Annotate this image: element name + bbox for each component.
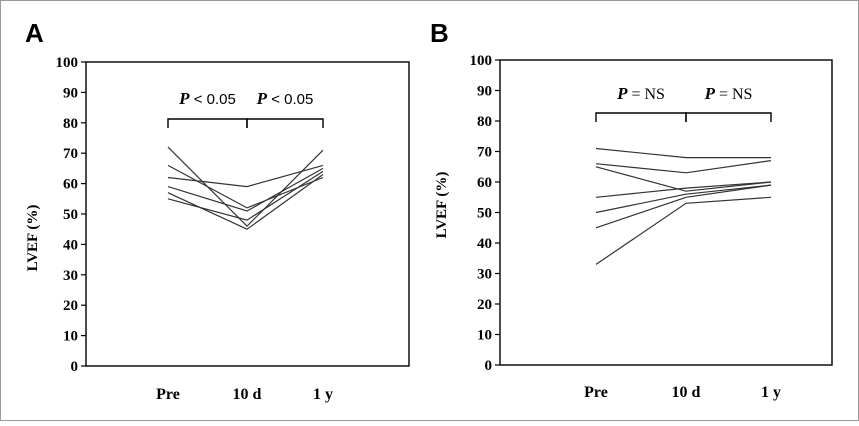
y-tick-label: 90 <box>477 84 492 100</box>
x-category-label: 1 y <box>313 386 333 403</box>
y-tick-label: 30 <box>477 267 492 283</box>
y-tick-label: 60 <box>477 175 492 191</box>
x-category-label: 1 y <box>761 384 781 401</box>
series-line-5 <box>167 174 324 230</box>
y-axis-label: LVEF (%) <box>25 205 41 272</box>
panel-b: B LVEF (%) 0 10 20 30 40 50 60 70 80 90 100 Pre 10 d… <box>430 18 833 401</box>
significance-label: P < 0.05 <box>178 89 236 108</box>
y-tick-label: 10 <box>477 328 492 344</box>
significance-label: P < 0.05 <box>256 89 314 108</box>
y-tick-label: 80 <box>63 116 78 132</box>
p-symbol: P <box>256 89 268 108</box>
y-tick-label: 10 <box>63 329 78 345</box>
significance-bracket <box>246 118 324 128</box>
p-value-text: < 0.05 <box>190 91 236 108</box>
y-tick-label: 70 <box>477 145 492 161</box>
p-value-text: < 0.05 <box>267 91 313 108</box>
series-line-6 <box>595 184 772 229</box>
panel-letter: B <box>430 18 449 48</box>
p-symbol: P <box>178 89 190 108</box>
series-line-5 <box>595 184 772 214</box>
series-line-7 <box>595 196 772 265</box>
series-line-2 <box>595 160 772 174</box>
y-tick-label: 50 <box>477 206 492 222</box>
p-symbol: P <box>704 84 716 103</box>
p-symbol: P <box>616 84 628 103</box>
y-tick-label: 0 <box>485 358 493 374</box>
y-tick-label: 20 <box>63 298 78 314</box>
series-line-4 <box>595 181 772 198</box>
x-category-label: Pre <box>156 386 180 403</box>
series-line-4 <box>167 167 324 212</box>
series-line-1 <box>595 147 771 159</box>
y-tick-label: 40 <box>63 237 78 253</box>
significance-bracket <box>685 112 772 122</box>
series-line-3 <box>167 164 324 188</box>
y-tick-label: 20 <box>477 297 492 313</box>
p-value-text: = NS <box>715 86 752 103</box>
x-category-label: Pre <box>584 384 608 401</box>
panel-a: A LVEF (%) 0 10 20 30 40 50 60 70 80 90 100 Pre 10 d… <box>25 18 410 403</box>
significance-label: P = NS <box>704 84 753 103</box>
significance-label: P = NS <box>616 84 665 103</box>
panel-letter: A <box>25 18 44 48</box>
series-line-1 <box>167 146 324 228</box>
y-tick-label: 100 <box>56 55 79 71</box>
series-line-6 <box>167 170 324 221</box>
x-category-label: 10 d <box>672 384 701 401</box>
y-tick-label: 0 <box>71 359 79 375</box>
y-tick-label: 90 <box>63 85 78 101</box>
x-category-label: 10 d <box>233 386 262 403</box>
y-tick-label: 70 <box>63 146 78 162</box>
y-tick-label: 40 <box>477 236 492 252</box>
y-tick-label: 80 <box>477 114 492 130</box>
y-axis-label: LVEF (%) <box>434 172 450 239</box>
y-tick-label: 50 <box>63 207 78 223</box>
p-value-text: = NS <box>627 86 664 103</box>
y-tick-label: 60 <box>63 177 78 193</box>
series-line-3 <box>595 166 772 192</box>
y-tick-label: 100 <box>470 53 493 69</box>
y-tick-label: 30 <box>63 268 78 284</box>
